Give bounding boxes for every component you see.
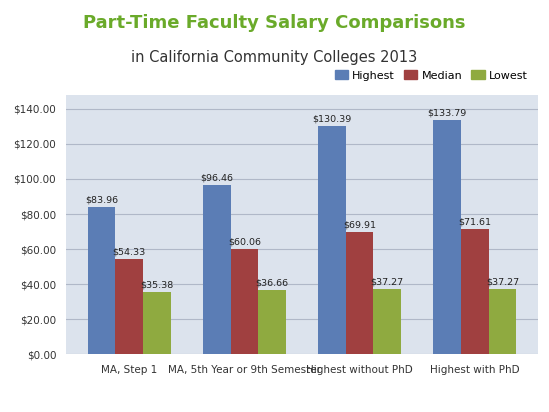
Text: $54.33: $54.33 (113, 248, 146, 256)
Bar (489, 289, 516, 354)
Text: $133.79: $133.79 (428, 108, 467, 117)
Text: $69.91: $69.91 (343, 220, 376, 229)
Bar (258, 290, 286, 354)
Bar (143, 292, 171, 354)
Bar (373, 289, 401, 354)
Text: $37.27: $37.27 (371, 277, 404, 286)
Bar (88, 207, 115, 354)
Text: $83.96: $83.96 (85, 195, 118, 204)
Bar (461, 229, 489, 354)
Text: $130.39: $130.39 (312, 114, 351, 123)
Text: $36.66: $36.66 (255, 279, 289, 288)
Text: $60.06: $60.06 (228, 237, 261, 246)
Text: in California Community Colleges 2013: in California Community Colleges 2013 (131, 50, 418, 65)
Text: $96.46: $96.46 (200, 173, 233, 183)
Bar (231, 249, 258, 354)
Text: $35.38: $35.38 (140, 281, 173, 290)
Bar (318, 126, 346, 354)
Text: $37.27: $37.27 (486, 277, 519, 286)
Bar (433, 119, 461, 354)
Bar (203, 185, 231, 354)
Legend: Highest, Median, Lowest: Highest, Median, Lowest (330, 66, 533, 85)
Text: $71.61: $71.61 (458, 217, 491, 226)
Text: Part-Time Faculty Salary Comparisons: Part-Time Faculty Salary Comparisons (83, 14, 466, 32)
Bar (115, 259, 143, 354)
Bar (346, 232, 373, 354)
